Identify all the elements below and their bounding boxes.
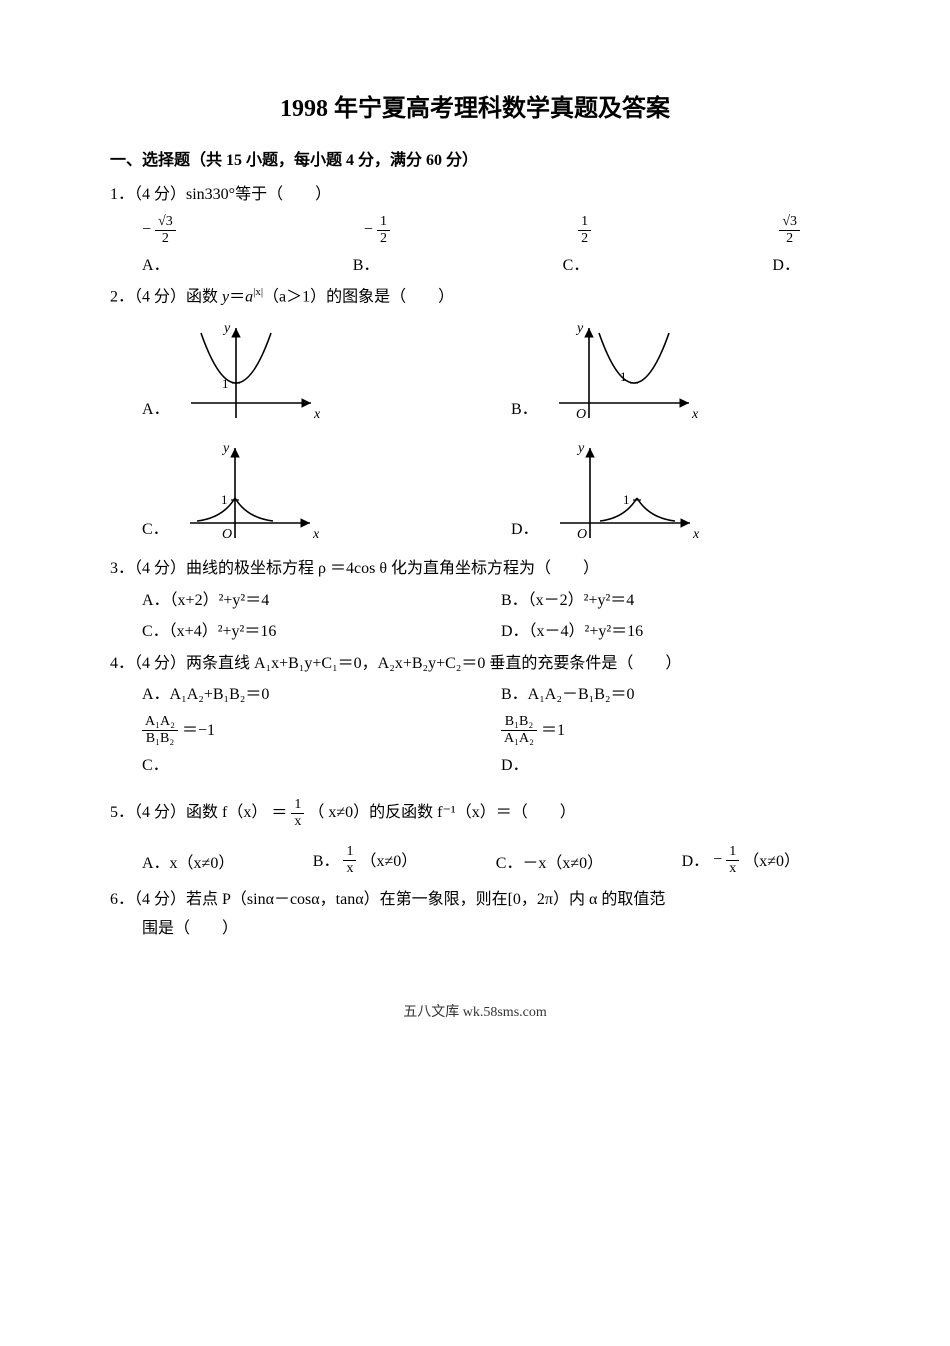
q2-cond: （a＞1）的图象是（ ）	[263, 289, 454, 306]
q5-p2: （ x≠0）的反函数 f⁻¹（x）＝（ ）	[308, 804, 575, 821]
q5-optC: C．－x（x≠0）	[496, 851, 603, 877]
q3-options: A．（x+2）²+y²＝4 B．（x－2）²+y²＝4 C．（x+4）²+y²＝…	[110, 588, 840, 645]
q4-C-frac: A₁A₂B₁B₂	[142, 714, 178, 747]
q5-B-label: B．	[313, 849, 340, 877]
q4-C-rhs: ＝−1	[182, 718, 215, 744]
q2-graphD-svg: x y O 1	[545, 438, 705, 548]
q5-stem: 5．（4 分）函数 f（x） ＝ 1x （ x≠0）的反函数 f⁻¹（x）＝（ …	[110, 797, 840, 830]
q5-D-sign: −	[713, 847, 722, 873]
q2-graphB: B． x y O 1	[511, 318, 840, 428]
q3-optD: D．（x－4）²+y²＝16	[501, 619, 840, 645]
svg-text:y: y	[575, 321, 584, 336]
svg-text:1: 1	[221, 492, 228, 507]
svg-text:O: O	[576, 407, 586, 422]
q1-D-frac: √32	[779, 214, 800, 247]
q2-labelD: D．	[511, 517, 539, 549]
svg-text:x: x	[692, 527, 700, 542]
svg-text:1: 1	[222, 376, 229, 391]
q5-p1: 5．（4 分）函数 f（x）	[110, 804, 267, 821]
q2-labelC: C．	[142, 517, 169, 549]
q5-B-frac: 1x	[343, 844, 356, 877]
svg-text:x: x	[313, 407, 321, 422]
q5-frac: 1x	[291, 797, 304, 830]
q4-options-ab: A．A₁A₂+B₁B₂＝0 B．A₁A₂－B₁B₂＝0	[110, 682, 840, 708]
q1-B-sign: −	[364, 217, 373, 243]
q1-optA: − √32	[142, 214, 176, 247]
q2-graphC: C． x y O 1	[142, 438, 471, 548]
svg-text:x: x	[691, 407, 699, 422]
q4-optA: A．A₁A₂+B₁B₂＝0	[142, 682, 481, 708]
q4-labelC: C．	[142, 753, 481, 779]
q3-optC: C．（x+4）²+y²＝16	[142, 619, 481, 645]
q1-labelC: C．	[563, 253, 590, 279]
q2-graphA: A． x y 1	[142, 318, 471, 428]
q2-p1: 2．（4 分）函数	[110, 289, 222, 306]
q2-a: a	[245, 289, 253, 306]
q4-stem: 4．（4 分）两条直线 A₁x+B₁y+C₁＝0，A₂x+B₂y+C₂＝0 垂直…	[110, 651, 840, 677]
page-footer: 五八文库 wk.58sms.com	[110, 1002, 840, 1024]
q5-optB: B． 1x （x≠0）	[313, 844, 417, 877]
svg-text:1: 1	[623, 492, 630, 507]
q5-eq: ＝	[271, 804, 287, 821]
q4-options-cd-label: C． D．	[110, 753, 840, 779]
q4-optC-frac: A₁A₂B₁B₂ ＝−1	[142, 714, 481, 747]
q5-D-frac: 1x	[726, 844, 739, 877]
q2-graphA-svg: x y 1	[176, 318, 326, 428]
q2-eq: ＝	[229, 289, 245, 306]
q4-D-rhs: ＝1	[541, 718, 565, 744]
q1-B-frac: 12	[377, 214, 390, 247]
svg-text:y: y	[576, 441, 585, 456]
q2-stem: 2．（4 分）函数 y＝a|x|（a＞1）的图象是（ ）	[110, 284, 840, 310]
q3-stem: 3．（4 分）曲线的极坐标方程 ρ ＝4cos θ 化为直角坐标方程为（ ）	[110, 556, 840, 582]
q2-labelA: A．	[142, 397, 170, 429]
q1-C-frac: 12	[578, 214, 591, 247]
svg-text:O: O	[577, 527, 587, 542]
svg-text:y: y	[221, 441, 230, 456]
svg-text:x: x	[312, 527, 320, 542]
q1-optC: 12	[578, 214, 591, 247]
q4-optD-frac: B₁B₂A₁A₂ ＝1	[501, 714, 840, 747]
q1-labels: A． B． C． D．	[110, 253, 840, 279]
q5-optA: A．x（x≠0）	[142, 851, 234, 877]
q5-options: A．x（x≠0） B． 1x （x≠0） C．－x（x≠0） D． − 1x （…	[110, 844, 840, 877]
q1-optD: √32	[779, 214, 800, 247]
q1-A-sign: −	[142, 217, 151, 243]
q5-optD: D． − 1x （x≠0）	[682, 844, 800, 877]
q2-labelB: B．	[511, 397, 538, 429]
q2-graphC-svg: x y O 1	[175, 438, 325, 548]
q5-D-label: D．	[682, 849, 710, 877]
svg-text:1: 1	[620, 369, 627, 384]
q5-D-suffix: （x≠0）	[743, 849, 800, 877]
q2-graphs: A． x y 1 B． x y O 1 C． x	[110, 318, 840, 548]
q2-graphD: D． x y O 1	[511, 438, 840, 548]
q1-labelD: D．	[772, 253, 800, 279]
section-header: 一、选择题（共 15 小题，每小题 4 分，满分 60 分）	[110, 148, 840, 174]
q5-B-suffix: （x≠0）	[360, 849, 417, 877]
q4-D-frac: B₁B₂A₁A₂	[501, 714, 537, 747]
q1-labelB: B．	[353, 253, 380, 279]
svg-text:y: y	[222, 321, 231, 336]
q1-optB: − 12	[364, 214, 390, 247]
q2-exp: |x|	[253, 286, 263, 298]
page-title: 1998 年宁夏高考理科数学真题及答案	[110, 90, 840, 128]
q2-graphB-svg: x y O 1	[544, 318, 704, 428]
q6-line1: 6．（4 分）若点 P（sinα－cosα，tanα）在第一象限，则在[0，2π…	[110, 887, 840, 913]
q1-stem: 1．（4 分）sin330°等于（ ）	[110, 182, 840, 208]
q4-options-cd-frac: A₁A₂B₁B₂ ＝−1 B₁B₂A₁A₂ ＝1	[110, 714, 840, 747]
svg-text:O: O	[222, 527, 232, 542]
q1-A-frac: √32	[155, 214, 176, 247]
q4-optB: B．A₁A₂－B₁B₂＝0	[501, 682, 840, 708]
q4-labelD: D．	[501, 753, 840, 779]
q6-line2: 围是（ ）	[110, 916, 840, 942]
q1-labelA: A．	[142, 253, 170, 279]
q3-optB: B．（x－2）²+y²＝4	[501, 588, 840, 614]
q1-options: − √32 − 12 12 √32	[110, 214, 840, 247]
q3-optA: A．（x+2）²+y²＝4	[142, 588, 481, 614]
